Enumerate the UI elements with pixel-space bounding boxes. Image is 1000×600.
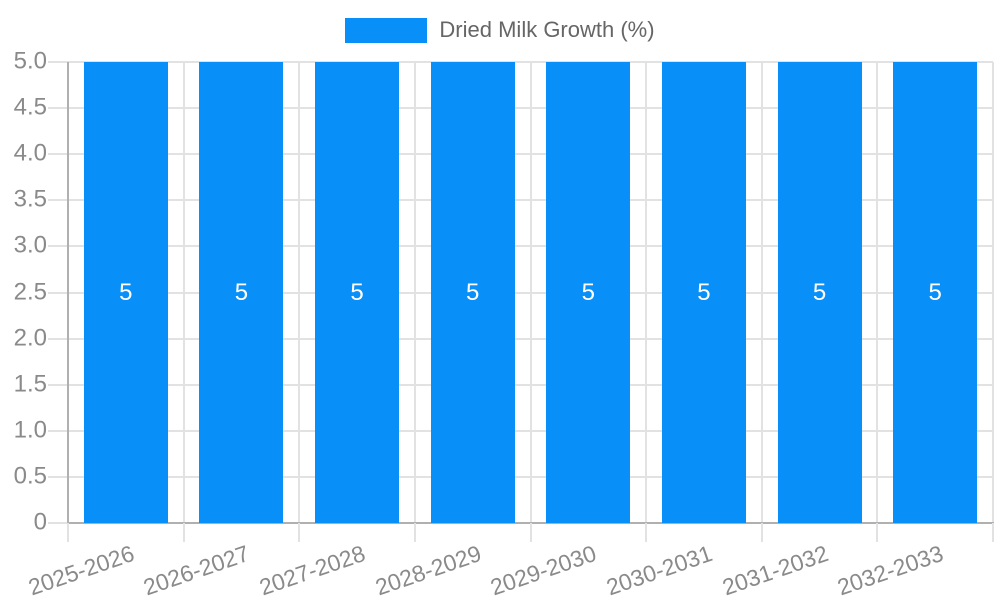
v-gridline — [413, 62, 416, 523]
y-axis-labels: 5.0 4.5 4.0 3.5 3.0 2.5 2.0 1.5 1.0 0.5 0 — [0, 47, 47, 535]
x-tick — [413, 523, 416, 542]
x-axis-labels: 2025-2026 2026-2027 2027-2028 2028-2029 2029… — [25, 540, 993, 600]
v-gridline — [760, 62, 763, 523]
bar-value-label: 5 — [697, 278, 711, 306]
y-tick — [48, 199, 68, 202]
bar-value-label: 5 — [466, 278, 480, 306]
y-tick-label: 3.0 — [13, 231, 47, 259]
plot-area: 5 5 5 5 5 5 5 5 — [67, 61, 994, 524]
x-tick-label: 2028-2029 — [371, 540, 485, 600]
y-tick-label: 0 — [33, 508, 47, 536]
x-tick-label: 2027-2028 — [256, 540, 369, 600]
v-gridline — [529, 62, 532, 523]
y-tick — [48, 245, 68, 248]
x-tick — [760, 523, 763, 542]
y-tick-label: 0.5 — [13, 462, 47, 490]
y-tick — [48, 429, 68, 432]
x-tick-label: 2032-2033 — [834, 540, 947, 600]
x-tick — [645, 523, 648, 542]
y-tick-label: 1.5 — [13, 370, 47, 398]
v-gridline — [298, 62, 301, 523]
bar-value-label: 5 — [581, 278, 595, 306]
bar: 5 — [199, 62, 284, 523]
x-tick-label: 2026-2027 — [140, 540, 253, 600]
y-tick — [48, 337, 68, 340]
x-tick — [992, 523, 994, 542]
bar: 5 — [430, 62, 515, 523]
v-gridline — [992, 62, 994, 523]
bar: 5 — [315, 62, 400, 523]
bar-value-label: 5 — [812, 278, 827, 306]
y-tick — [48, 61, 68, 63]
x-tick — [529, 523, 532, 542]
chart-legend: Dried Milk Growth (%) — [0, 17, 1000, 43]
x-tick-label: 2030-2031 — [602, 540, 716, 600]
y-tick — [48, 475, 68, 478]
y-tick-label: 5.0 — [13, 47, 47, 75]
v-gridline — [182, 62, 185, 523]
y-tick-label: 3.5 — [13, 185, 47, 213]
y-tick-label: 4.5 — [13, 93, 47, 121]
bar: 5 — [777, 62, 862, 523]
bar: 5 — [83, 62, 168, 523]
legend-swatch — [345, 17, 428, 43]
y-tick — [48, 383, 68, 386]
y-tick-label: 4.0 — [13, 139, 47, 167]
y-tick — [48, 107, 68, 110]
bar-value-label: 5 — [350, 278, 364, 306]
x-tick — [876, 523, 879, 542]
x-tick — [182, 523, 185, 542]
bar: 5 — [893, 62, 978, 523]
v-gridline — [876, 62, 879, 523]
v-gridline — [645, 62, 648, 523]
bar-value-label: 5 — [234, 278, 249, 306]
x-tick-label: 2031-2032 — [718, 540, 832, 600]
y-tick — [48, 153, 68, 156]
x-tick — [67, 523, 69, 542]
x-tick — [298, 523, 301, 542]
y-tick — [48, 291, 68, 294]
y-tick-label: 2.5 — [13, 277, 47, 305]
y-tick-label: 1.0 — [13, 416, 47, 444]
y-axis-line — [67, 62, 69, 523]
bar-value-label: 5 — [119, 278, 133, 306]
y-axis-ticks — [48, 61, 68, 524]
x-tick-label: 2025-2026 — [24, 540, 138, 600]
x-axis-ticks — [67, 523, 994, 542]
x-tick-label: 2029-2030 — [487, 540, 600, 600]
bar: 5 — [546, 62, 631, 523]
y-tick — [48, 522, 68, 524]
y-tick-label: 2.0 — [13, 324, 47, 352]
bar: 5 — [661, 62, 746, 523]
bar-value-label: 5 — [928, 278, 942, 306]
legend-label: Dried Milk Growth (%) — [439, 17, 655, 42]
